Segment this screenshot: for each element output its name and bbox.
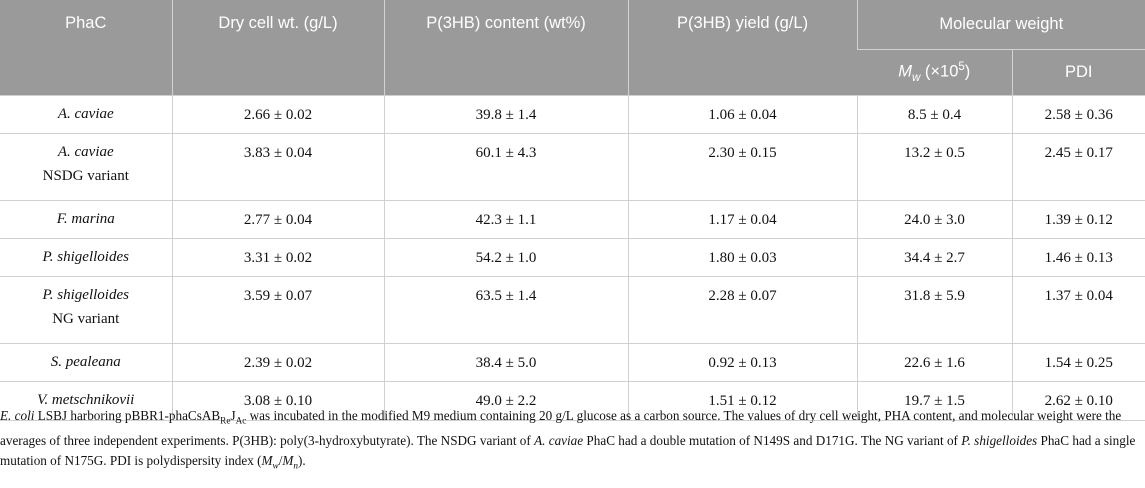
cell-pdi: 2.58 ± 0.36 bbox=[1011, 95, 1145, 134]
table-header: PhaC Dry cell wt. (g/L) P(3HB) content (… bbox=[0, 0, 1145, 96]
variant-label: NSDG variant bbox=[42, 168, 129, 184]
header-mw: Mw (×105) bbox=[857, 49, 1012, 96]
header-dry-cell-weight: Dry cell wt. (g/L) bbox=[171, 0, 384, 96]
cell-dry-cell-weight: 3.31 ± 0.02 bbox=[171, 238, 385, 277]
cell-p3hb-yield: 2.28 ± 0.07 bbox=[627, 276, 858, 344]
header-phac: PhaC bbox=[0, 0, 172, 96]
table-row: A. caviae NSDG variant 3.83 ± 0.04 60.1 ± 4… bbox=[0, 133, 1145, 201]
cell-p3hb-content: 49.0 ± 2.2 bbox=[383, 381, 629, 421]
table-row: P. shigelloides NG variant 3.59 ± 0.07 63.5… bbox=[0, 276, 1145, 344]
cell-pdi: 1.46 ± 0.13 bbox=[1011, 238, 1145, 277]
table-row: S. pealeana 2.39 ± 0.02 38.4 ± 5.0 0.92 ± 0… bbox=[0, 343, 1145, 382]
table-row: A. caviae 2.66 ± 0.02 39.8 ± 1.4 1.06 ± 0.0… bbox=[0, 95, 1145, 134]
cell-phac: P. shigelloides NG variant bbox=[0, 276, 173, 344]
header-p3hb-content: P(3HB) content (wt%) bbox=[383, 0, 628, 96]
cell-phac: A. caviae NSDG variant bbox=[0, 133, 173, 201]
species-name: A. caviae bbox=[57, 144, 114, 160]
cell-pdi: 1.39 ± 0.12 bbox=[1011, 200, 1145, 239]
cell-p3hb-yield: 1.51 ± 0.12 bbox=[627, 381, 858, 421]
header-molecular-weight: Molecular weight bbox=[856, 0, 1145, 50]
table-row: P. shigelloides 3.31 ± 0.02 54.2 ± 1.0 1.80… bbox=[0, 238, 1145, 277]
cell-mw: 31.8 ± 5.9 bbox=[856, 276, 1013, 344]
species-name: F. marina bbox=[56, 211, 115, 227]
cell-p3hb-yield: 0.92 ± 0.13 bbox=[627, 343, 858, 382]
cell-dry-cell-weight: 3.59 ± 0.07 bbox=[171, 276, 385, 344]
cell-p3hb-yield: 1.17 ± 0.04 bbox=[627, 200, 858, 239]
header-pdi: PDI bbox=[1011, 49, 1145, 96]
cell-pdi: 1.37 ± 0.04 bbox=[1011, 276, 1145, 344]
cell-pdi: 2.62 ± 0.10 bbox=[1011, 381, 1145, 421]
cell-mw: 13.2 ± 0.5 bbox=[856, 133, 1013, 201]
cell-p3hb-content: 39.8 ± 1.4 bbox=[383, 95, 629, 134]
variant-label: NG variant bbox=[52, 311, 120, 327]
cell-mw: 19.7 ± 1.5 bbox=[856, 381, 1013, 421]
cell-p3hb-content: 63.5 ± 1.4 bbox=[383, 276, 629, 344]
cell-mw: 22.6 ± 1.6 bbox=[856, 343, 1013, 382]
cell-dry-cell-weight: 2.39 ± 0.02 bbox=[171, 343, 385, 382]
cell-dry-cell-weight: 2.77 ± 0.04 bbox=[171, 200, 385, 239]
cell-dry-cell-weight: 3.08 ± 0.10 bbox=[171, 381, 385, 421]
species-name: P. shigelloides bbox=[42, 249, 129, 265]
cell-phac: F. marina bbox=[0, 200, 173, 239]
cell-mw: 8.5 ± 0.4 bbox=[856, 95, 1013, 134]
cell-dry-cell-weight: 3.83 ± 0.04 bbox=[171, 133, 385, 201]
cell-phac: S. pealeana bbox=[0, 343, 173, 382]
species-name: A. caviae bbox=[57, 106, 114, 122]
cell-p3hb-content: 42.3 ± 1.1 bbox=[383, 200, 629, 239]
species-name: V. metschnikovii bbox=[37, 392, 135, 408]
cell-pdi: 1.54 ± 0.25 bbox=[1011, 343, 1145, 382]
cell-p3hb-content: 54.2 ± 1.0 bbox=[383, 238, 629, 277]
cell-pdi: 2.45 ± 0.17 bbox=[1011, 133, 1145, 201]
cell-mw: 34.4 ± 2.7 bbox=[856, 238, 1013, 277]
cell-p3hb-yield: 1.80 ± 0.03 bbox=[627, 238, 858, 277]
cell-p3hb-yield: 1.06 ± 0.04 bbox=[627, 95, 858, 134]
table-row: F. marina 2.77 ± 0.04 42.3 ± 1.1 1.17 ± 0.0… bbox=[0, 200, 1145, 239]
data-table: PhaC Dry cell wt. (g/L) P(3HB) content (… bbox=[0, 0, 1145, 421]
cell-phac: P. shigelloides bbox=[0, 238, 173, 277]
cell-mw: 24.0 ± 3.0 bbox=[856, 200, 1013, 239]
species-name: S. pealeana bbox=[50, 354, 121, 370]
cell-dry-cell-weight: 2.66 ± 0.02 bbox=[171, 95, 385, 134]
cell-p3hb-content: 38.4 ± 5.0 bbox=[383, 343, 629, 382]
header-p3hb-yield: P(3HB) yield (g/L) bbox=[627, 0, 857, 96]
table-row: V. metschnikovii 3.08 ± 0.10 49.0 ± 2.2 1.5… bbox=[0, 381, 1145, 421]
species-name: P. shigelloides bbox=[42, 287, 129, 303]
cell-p3hb-yield: 2.30 ± 0.15 bbox=[627, 133, 858, 201]
cell-phac: V. metschnikovii bbox=[0, 381, 173, 421]
cell-phac: A. caviae bbox=[0, 95, 173, 134]
table-footnote: E. coli LSBJ harboring pBBR1-phaCsABReJA… bbox=[0, 408, 1136, 471]
table-body: A. caviae 2.66 ± 0.02 39.8 ± 1.4 1.06 ± 0.0… bbox=[0, 95, 1145, 421]
cell-p3hb-content: 60.1 ± 4.3 bbox=[383, 133, 629, 201]
